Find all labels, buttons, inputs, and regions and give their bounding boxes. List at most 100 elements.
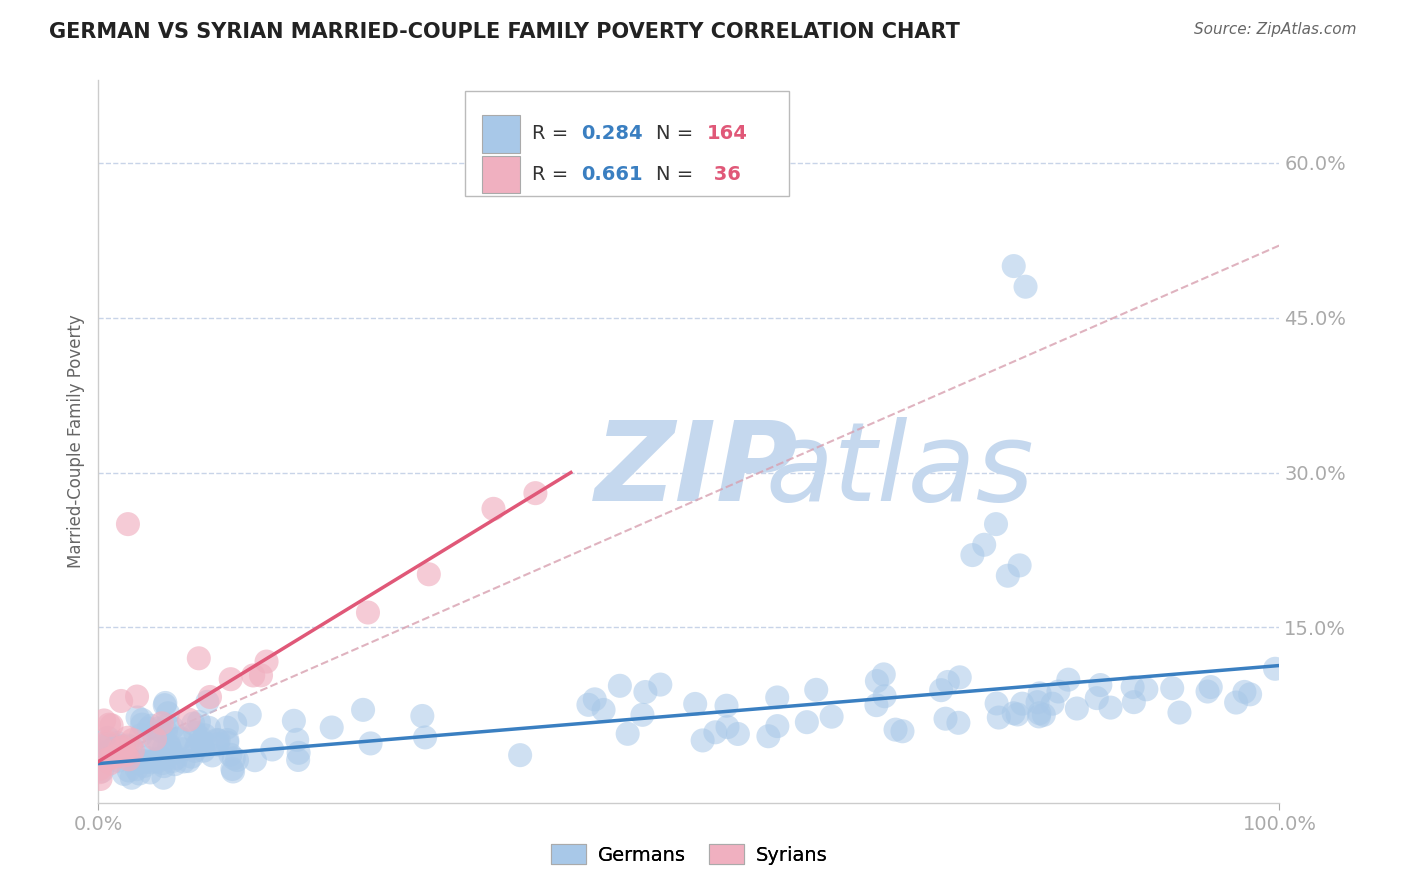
Point [117, 739, 139, 753]
Point [112, 767, 135, 781]
Text: Source: ZipAtlas.com: Source: ZipAtlas.com [1194, 22, 1357, 37]
Point [1057, 673, 1080, 687]
Point [125, 690, 148, 704]
Point [1122, 680, 1144, 694]
Point [117, 731, 139, 745]
Point [727, 727, 749, 741]
Point [208, 733, 231, 747]
Point [321, 721, 343, 735]
Point [201, 748, 224, 763]
Point [239, 707, 262, 722]
Point [766, 690, 789, 705]
Text: R =: R = [531, 165, 575, 185]
Point [177, 713, 200, 727]
Point [134, 759, 156, 773]
Point [243, 753, 266, 767]
Point [194, 728, 217, 742]
Text: N =: N = [655, 165, 699, 185]
Point [352, 703, 374, 717]
Point [865, 698, 887, 713]
Point [283, 714, 305, 728]
Point [650, 677, 672, 691]
Point [105, 736, 128, 750]
Text: ZIP: ZIP [595, 417, 799, 524]
Point [411, 709, 433, 723]
Point [172, 742, 194, 756]
Point [193, 744, 215, 758]
FancyBboxPatch shape [482, 115, 520, 153]
Text: R =: R = [531, 124, 575, 144]
Point [806, 682, 828, 697]
Point [100, 751, 122, 765]
Point [222, 751, 245, 765]
Point [89, 762, 111, 776]
Point [984, 517, 1007, 532]
Point [262, 742, 284, 756]
Point [98, 717, 121, 731]
Point [1199, 680, 1222, 694]
Point [631, 707, 654, 722]
Point [285, 732, 308, 747]
Point [583, 692, 606, 706]
Point [129, 728, 152, 742]
Point [198, 690, 221, 704]
Point [188, 714, 211, 729]
Point [193, 736, 215, 750]
Text: atlas: atlas [766, 417, 1035, 524]
Point [224, 716, 246, 731]
Point [181, 716, 204, 731]
Point [87, 744, 110, 758]
Point [820, 709, 842, 723]
Point [105, 739, 128, 753]
Text: 0.661: 0.661 [582, 165, 643, 185]
Point [152, 751, 174, 765]
Point [141, 719, 163, 733]
Point [418, 567, 440, 582]
Text: 164: 164 [707, 124, 748, 144]
Point [1028, 686, 1050, 700]
Point [796, 715, 818, 730]
Point [141, 740, 163, 755]
Point [98, 738, 121, 752]
Point [136, 755, 159, 769]
Point [1161, 681, 1184, 695]
Point [118, 752, 141, 766]
Point [1002, 259, 1025, 273]
Legend: Germans, Syrians: Germans, Syrians [543, 837, 835, 872]
Point [1099, 700, 1122, 714]
Point [997, 568, 1019, 582]
Point [219, 747, 242, 762]
Point [986, 697, 1008, 711]
Point [1090, 678, 1112, 692]
Point [1008, 558, 1031, 573]
Text: 0.284: 0.284 [582, 124, 643, 144]
Point [948, 715, 970, 730]
Point [159, 740, 181, 755]
Point [936, 675, 959, 690]
Point [163, 757, 186, 772]
Point [962, 548, 984, 562]
Point [183, 744, 205, 758]
Point [716, 698, 738, 713]
Point [153, 698, 176, 713]
Point [205, 733, 228, 747]
Point [162, 754, 184, 768]
Point [153, 759, 176, 773]
Point [115, 747, 138, 762]
Point [704, 725, 727, 739]
Point [153, 740, 176, 755]
Point [1122, 695, 1144, 709]
Point [1085, 691, 1108, 706]
Point [148, 722, 170, 736]
Point [93, 714, 115, 728]
Point [221, 762, 243, 776]
Point [155, 724, 177, 739]
Point [131, 713, 153, 727]
Point [1028, 709, 1050, 723]
Point [112, 743, 135, 757]
Point [949, 670, 972, 684]
Point [98, 756, 121, 771]
Point [1002, 706, 1025, 721]
Point [180, 749, 202, 764]
Point [1028, 706, 1050, 721]
